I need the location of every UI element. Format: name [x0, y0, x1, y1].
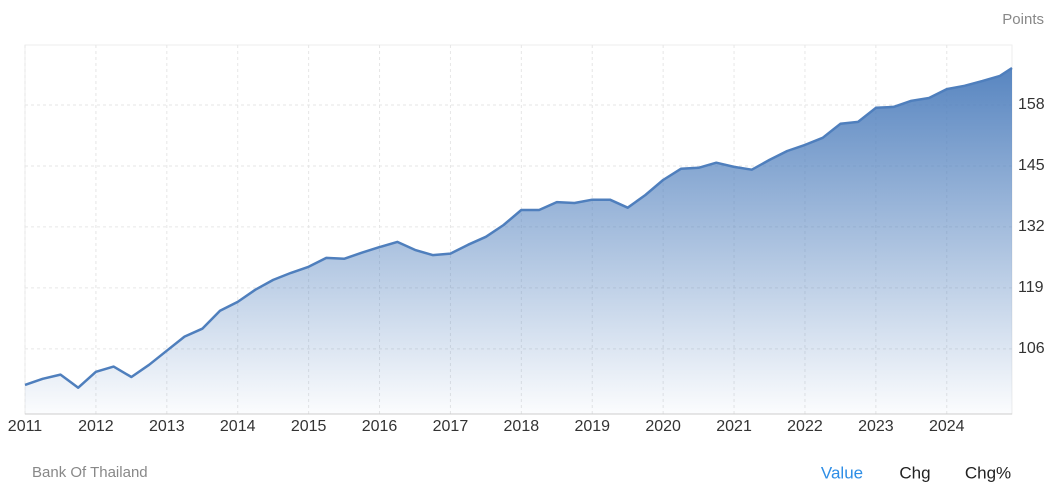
unit-label: Points	[1002, 11, 1044, 28]
x-tick-label: 2018	[504, 418, 540, 435]
x-tick-label: 2014	[220, 418, 256, 435]
y-tick-label: 145	[1018, 157, 1045, 174]
y-tick-label: 132	[1018, 218, 1045, 235]
x-tick-label: 2012	[78, 418, 114, 435]
x-tick-label: 2011	[8, 418, 43, 435]
tab-button[interactable]: Chg%	[965, 463, 1011, 482]
y-tick-label: 158	[1018, 96, 1045, 113]
x-tick-label: 2016	[362, 418, 398, 435]
y-tick-label: 119	[1018, 279, 1044, 296]
source: Bank Of Thailand	[32, 464, 148, 481]
tab-button[interactable]: Value	[821, 463, 863, 482]
y-tick-label: 106	[1018, 340, 1045, 357]
x-tick-label: 2020	[645, 418, 681, 435]
x-tick-label: 2021	[716, 418, 752, 435]
x-tick-label: 2019	[574, 418, 610, 435]
x-tick-label: 2017	[433, 418, 469, 435]
x-tick-label: 2015	[291, 418, 327, 435]
x-tick-label: 2023	[858, 418, 894, 435]
area-fill	[25, 68, 1012, 414]
tab-button[interactable]: Chg	[899, 463, 930, 482]
x-tick-label: 2013	[149, 418, 185, 435]
x-tick-label: 2022	[787, 418, 823, 435]
x-tick-label: 2024	[929, 418, 965, 435]
area-line	[24, 66, 1013, 389]
